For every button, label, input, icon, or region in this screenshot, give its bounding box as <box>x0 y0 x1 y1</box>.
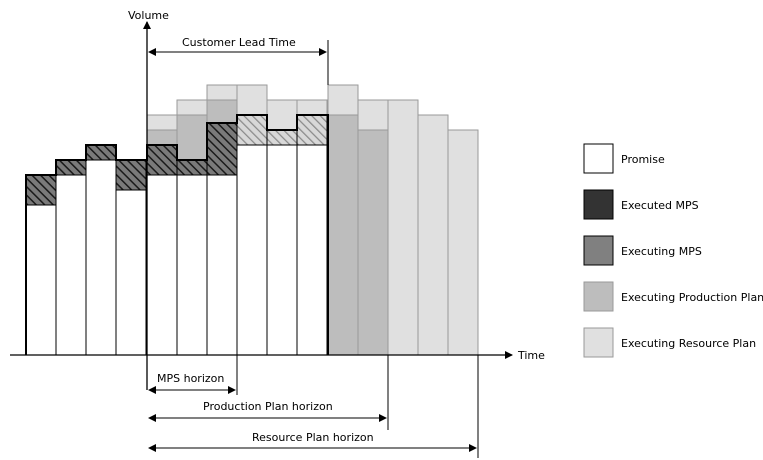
bar-resource-plan <box>146 114 178 131</box>
bar-executing-mps <box>296 114 328 146</box>
bar-resource-plan <box>266 99 298 131</box>
bar-promise <box>55 174 87 356</box>
legend-swatch-executing-mps <box>583 235 614 266</box>
bar-executing-mps <box>176 159 208 176</box>
legend-label-executing-mps: Executing MPS <box>621 245 702 258</box>
bar-resource-plan <box>236 84 268 116</box>
bar-executed-mps <box>115 159 147 191</box>
legend-swatch-executed-mps <box>583 189 614 220</box>
bar-executing-mps <box>236 114 268 146</box>
legend: Promise Executed MPS Executing MPS Execu… <box>583 143 763 358</box>
legend-label-executed-mps: Executed MPS <box>621 199 699 212</box>
bar-promise <box>115 189 147 356</box>
legend-swatch-promise <box>583 143 614 174</box>
bar-executed-mps <box>55 159 87 176</box>
bar-executed-mps <box>25 174 57 206</box>
bar-resource-plan <box>387 99 419 356</box>
bar-resource-plan <box>417 114 449 356</box>
bar-resource-plan <box>296 99 328 116</box>
production-plan-horizon-label: Production Plan horizon <box>203 400 333 413</box>
bar-executed-mps <box>85 144 117 161</box>
resource-plan-horizon-label: Resource Plan horizon <box>252 431 374 444</box>
bar-executing-mps <box>206 122 238 176</box>
bar-promise <box>85 159 117 356</box>
committed-outline <box>25 114 329 355</box>
x-axis-label: Time <box>517 349 545 362</box>
future-bars <box>146 84 479 356</box>
legend-swatch-executing-resource-plan <box>583 327 614 358</box>
past-bars <box>25 144 147 356</box>
bar-promise <box>236 144 268 356</box>
bar-resource-plan <box>176 99 208 116</box>
bar-executing-mps <box>266 129 298 146</box>
bar-promise <box>296 144 328 356</box>
customer-lead-time-label: Customer Lead Time <box>182 36 296 49</box>
bar-promise <box>176 174 208 356</box>
y-axis-label: Volume <box>128 9 169 22</box>
bar-promise <box>25 204 57 356</box>
bar-executing-mps <box>146 144 178 176</box>
legend-swatch-executing-production-plan <box>583 281 614 312</box>
bar-resource-plan <box>206 84 238 101</box>
mps-horizon-label: MPS horizon <box>157 372 224 385</box>
bar-production-plan <box>176 114 208 161</box>
legend-label-promise: Promise <box>621 153 665 166</box>
bar-promise <box>206 174 238 356</box>
bar-promise <box>146 174 178 356</box>
bar-resource-plan <box>447 129 479 356</box>
bar-production-plan <box>206 99 238 124</box>
bar-production-plan <box>146 129 178 146</box>
bar-resource-plan <box>357 99 389 131</box>
legend-label-executing-production-plan: Executing Production Plan <box>621 291 763 304</box>
bar-production-plan <box>327 114 359 356</box>
legend-label-executing-resource-plan: Executing Resource Plan <box>621 337 756 350</box>
bar-resource-plan <box>327 84 359 116</box>
bar-promise <box>266 144 298 356</box>
bar-production-plan <box>357 129 389 356</box>
